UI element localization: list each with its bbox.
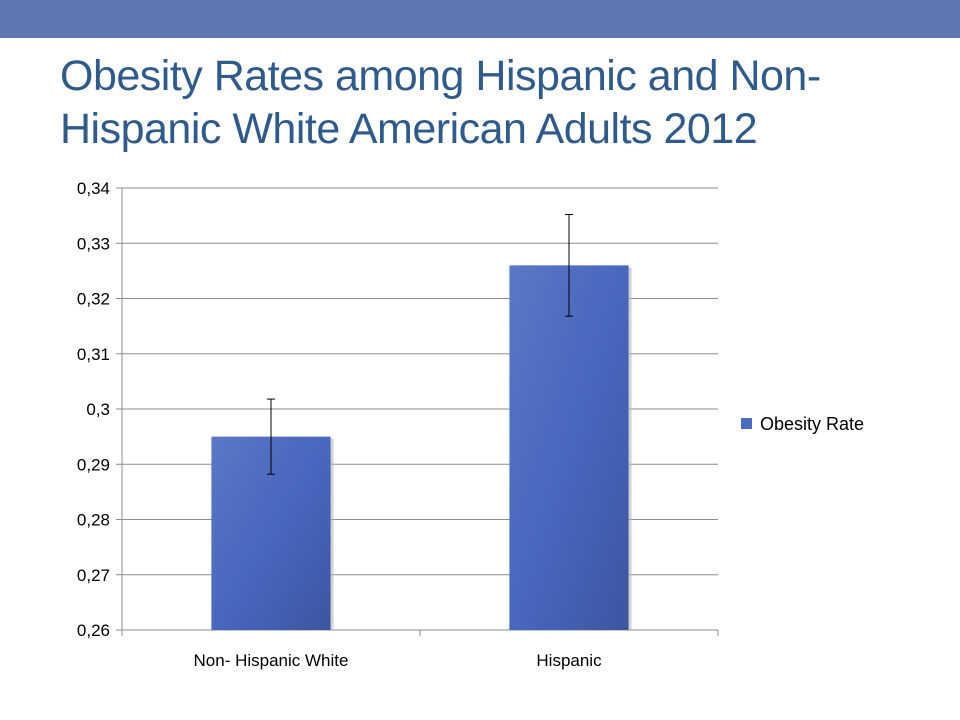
axis-labels: 0,26 0,27 0,28 0,29 0,3 0,31 0,32 0,33 0,34 Non- … — [77, 179, 602, 670]
y-tick-label: 0,3 — [86, 400, 110, 419]
x-category-label: Non- Hispanic White — [194, 651, 349, 670]
y-tick-label: 0,34 — [77, 179, 110, 198]
y-tick-label: 0,31 — [77, 345, 110, 364]
bar-1 — [509, 265, 629, 630]
y-tick-label: 0,27 — [77, 566, 110, 585]
y-tick-label: 0,32 — [77, 290, 110, 309]
slide-title: Obesity Rates among Hispanic and Non-His… — [60, 52, 821, 153]
y-tick-label: 0,28 — [77, 511, 110, 530]
legend-label: Obesity Rate — [760, 414, 864, 434]
error-bars — [267, 214, 573, 475]
legend: Obesity Rate — [741, 414, 864, 434]
x-category-label: Hispanic — [536, 651, 602, 670]
bars — [211, 265, 632, 630]
y-tick-label: 0,33 — [77, 234, 110, 253]
y-tick-label: 0,26 — [77, 621, 110, 640]
top-accent-bar — [0, 0, 960, 38]
legend-swatch — [741, 418, 752, 429]
y-tick-label: 0,29 — [77, 455, 110, 474]
